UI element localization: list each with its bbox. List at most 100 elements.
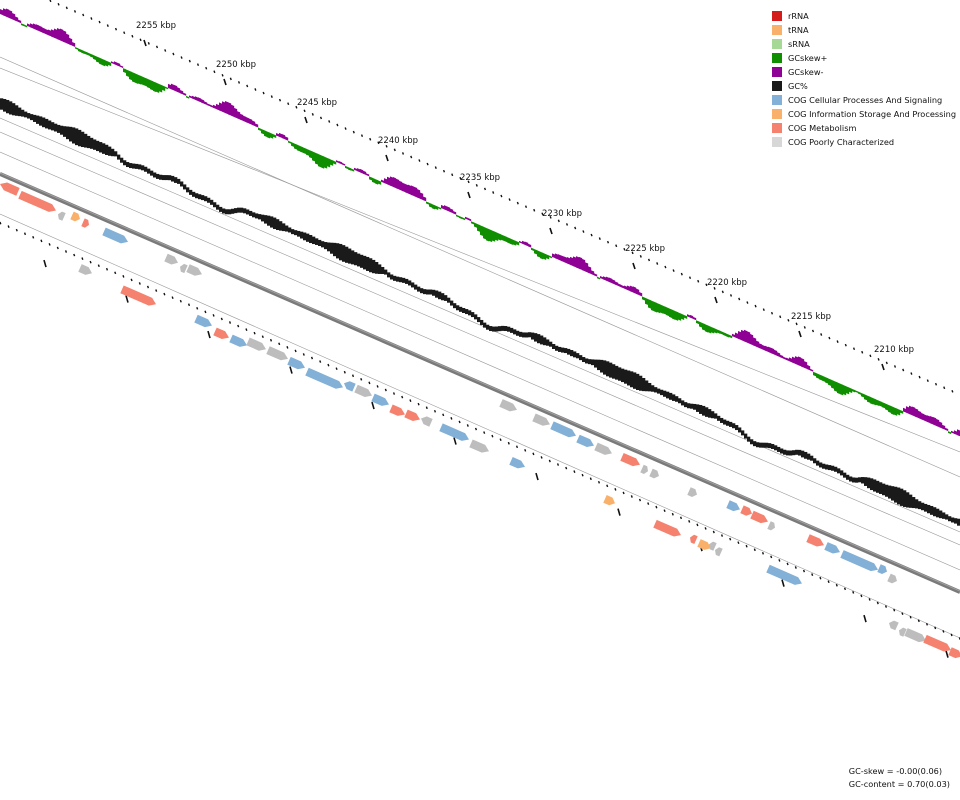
gc-content-bar [150, 170, 154, 176]
gc-content-bar [813, 458, 817, 464]
gc-skew-bar [723, 332, 727, 337]
minor-tick [925, 622, 929, 626]
major-tick [632, 262, 636, 270]
gc-skew-bar [903, 407, 907, 413]
minor-tick [262, 91, 265, 95]
cds-feature [887, 573, 897, 584]
minor-tick [106, 24, 109, 27]
gc-content-stat: GC-content = 0.70(0.03) [848, 779, 950, 789]
gc-skew-bar [309, 149, 313, 159]
gc-content-bar [6, 99, 10, 114]
gc-skew-bar [474, 222, 478, 228]
gc-skew-bar [393, 177, 397, 189]
gc-content-bar [477, 317, 481, 323]
gc-content-bar [138, 164, 142, 170]
minor-tick [508, 198, 511, 201]
gc-content-bar [831, 465, 835, 471]
gc-skew-bar [42, 27, 46, 34]
minor-tick [294, 349, 297, 353]
gc-skew-bar [831, 379, 835, 389]
gc-skew-bar [828, 378, 832, 386]
minor-tick [246, 84, 249, 88]
inner-ticks [0, 221, 960, 658]
minor-tick [951, 389, 954, 393]
legend-label: rRNA [788, 11, 809, 21]
gc-content-bar [669, 392, 673, 400]
gc-content-bar [120, 157, 124, 163]
gc-skew-bar [165, 86, 169, 90]
gc-content-bar [141, 165, 145, 171]
stats-panel: GC-skew = -0.00(0.06) GC-content = 0.70(… [849, 765, 950, 791]
gc-content-bar [648, 382, 652, 392]
minor-tick [287, 102, 290, 106]
gc-content-bar [672, 394, 676, 401]
gc-skew-bar [387, 176, 391, 186]
legend-swatch [772, 11, 782, 21]
gc-content-bar [24, 111, 28, 118]
minor-tick [336, 123, 339, 127]
gc-content-bar [657, 388, 661, 394]
minor-tick [82, 13, 85, 17]
minor-tick [442, 169, 446, 173]
gc-skew-bar [123, 68, 127, 74]
cds-feature [0, 182, 20, 196]
minor-tick [803, 326, 806, 329]
gc-skew-bar [243, 115, 247, 123]
gc-skew-bar [333, 160, 337, 165]
gc-skew-bar [78, 48, 82, 53]
gc-content-bar [504, 326, 508, 332]
minor-tick [261, 335, 264, 339]
cds-feature [715, 547, 723, 557]
minor-tick [335, 367, 338, 371]
gc-skew-bar [882, 402, 886, 409]
gc-content-bar [48, 120, 52, 130]
gc-skew-bar [468, 218, 472, 222]
minor-tick [639, 255, 642, 258]
gc-skew-bar [159, 83, 163, 93]
gc-content-bar [333, 242, 337, 257]
minor-tick [360, 134, 364, 138]
gc-skew-bar [849, 387, 853, 394]
gc-skew-track [0, 8, 960, 437]
gc-skew-bar [18, 19, 22, 24]
gc-skew-bar [156, 82, 160, 93]
gc-skew-bar [642, 296, 646, 301]
gc-content-bar [444, 295, 448, 301]
gc-content-bar [111, 148, 115, 157]
tick-label: 2230 kbp [542, 209, 582, 219]
gc-content-bar [231, 208, 235, 214]
minor-tick [835, 583, 838, 587]
gc-content-bar [903, 490, 907, 507]
track-guides [0, 56, 960, 639]
gc-skew-bar [744, 329, 748, 343]
gc-skew-bar [513, 239, 517, 246]
gc-content-bar [942, 512, 946, 519]
minor-tick [56, 246, 59, 250]
minor-tick [843, 587, 847, 591]
minor-tick [638, 498, 642, 502]
gc-skew-stat: GC-skew = -0.00(0.06) [848, 766, 943, 776]
gc-skew-bar [807, 364, 811, 371]
gc-content-bar [255, 213, 259, 219]
cds-feature [180, 263, 188, 274]
minor-tick [426, 162, 429, 166]
gc-skew-bar [12, 12, 16, 21]
gc-content-bar [417, 286, 421, 292]
gc-skew-bar [546, 254, 550, 260]
gc-content-bar [594, 359, 598, 368]
gc-skew-bar [450, 208, 454, 214]
gc-skew-bar [756, 340, 760, 348]
minor-tick [89, 260, 92, 264]
gc-content-bar [819, 462, 823, 468]
minor-tick [844, 343, 847, 347]
minor-tick [704, 527, 707, 530]
gc-skew-bar [216, 103, 220, 111]
gc-skew-bar [945, 427, 949, 432]
gc-skew-bar [633, 286, 637, 294]
gc-content-bar [369, 258, 373, 273]
gc-content-bar [123, 160, 127, 166]
minor-tick [196, 306, 199, 310]
gc-skew-bar [39, 25, 43, 33]
gc-skew-bar [306, 148, 310, 156]
minor-tick [598, 237, 601, 240]
